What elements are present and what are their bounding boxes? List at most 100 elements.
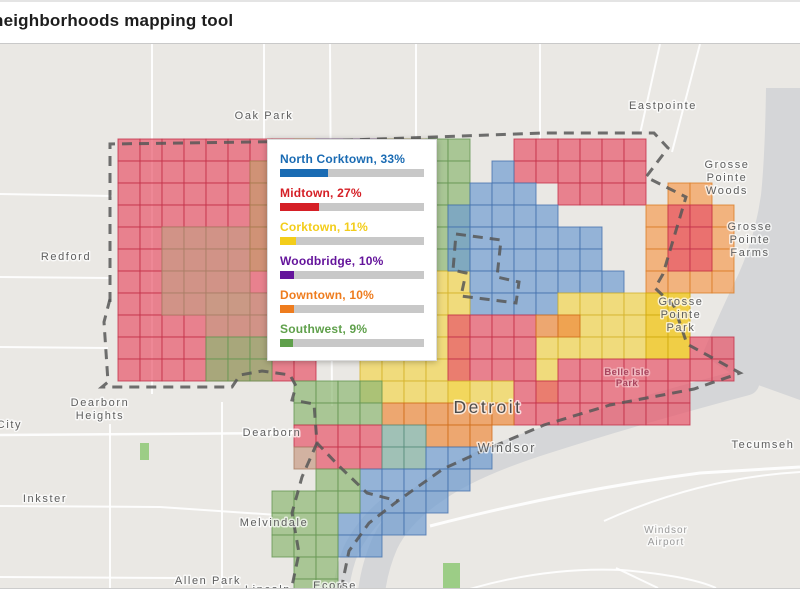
grid-cell-red[interactable] [557, 138, 581, 162]
grid-cell-red[interactable] [139, 358, 163, 382]
grid-cell-orange[interactable] [645, 204, 669, 228]
grid-cell-blue[interactable] [535, 204, 559, 228]
grid-cell-yellow[interactable] [579, 292, 603, 316]
grid-cell-red[interactable] [117, 204, 141, 228]
grid-cell-red[interactable] [183, 336, 207, 360]
grid-cell-red[interactable] [601, 138, 625, 162]
grid-cell-red[interactable] [139, 270, 163, 294]
grid-cell-red[interactable] [623, 182, 647, 206]
grid-cell-red[interactable] [117, 336, 141, 360]
grid-cell-blue[interactable] [579, 248, 603, 272]
grid-cell-red[interactable] [513, 314, 537, 338]
grid-cell-red[interactable] [183, 160, 207, 184]
grid-cell-red[interactable] [557, 380, 581, 404]
grid-cell-red[interactable] [535, 160, 559, 184]
grid-cell-tan[interactable] [161, 292, 185, 316]
grid-cell-red[interactable] [689, 248, 713, 272]
grid-cell-red[interactable] [117, 226, 141, 250]
grid-cell-red[interactable] [139, 226, 163, 250]
grid-cell-green[interactable] [337, 402, 361, 426]
grid-cell-orange[interactable] [711, 270, 735, 294]
grid-cell-dkorange[interactable] [491, 402, 515, 426]
grid-cell-yellow[interactable] [403, 380, 427, 404]
grid-cell-blue[interactable] [469, 292, 493, 316]
grid-cell-green[interactable] [227, 336, 251, 360]
grid-cell-blue[interactable] [557, 248, 581, 272]
grid-cell-red[interactable] [579, 182, 603, 206]
grid-cell-blue[interactable] [447, 226, 471, 250]
grid-cell-red[interactable] [623, 160, 647, 184]
grid-cell-green[interactable] [315, 534, 339, 558]
grid-cell-yellow[interactable] [403, 358, 427, 382]
grid-cell-red[interactable] [227, 160, 251, 184]
grid-cell-blue[interactable] [359, 468, 383, 492]
grid-cell-blue[interactable] [513, 248, 537, 272]
grid-cell-red[interactable] [337, 446, 361, 470]
grid-cell-yellow[interactable] [425, 380, 449, 404]
grid-cell-green[interactable] [315, 402, 339, 426]
grid-cell-yellow[interactable] [601, 314, 625, 338]
grid-cell-red[interactable] [711, 336, 735, 360]
grid-cell-red[interactable] [161, 314, 185, 338]
grid-cell-blue[interactable] [491, 160, 515, 184]
grid-cell-orange[interactable] [667, 270, 691, 294]
grid-cell-green[interactable] [359, 402, 383, 426]
grid-cell-teal[interactable] [403, 446, 427, 470]
grid-cell-yellow[interactable] [623, 336, 647, 360]
grid-cell-blue[interactable] [469, 204, 493, 228]
grid-cell-red[interactable] [557, 358, 581, 382]
grid-cell-green[interactable] [271, 490, 295, 514]
grid-cell-red[interactable] [183, 204, 207, 228]
grid-cell-red[interactable] [139, 204, 163, 228]
grid-cell-red[interactable] [117, 270, 141, 294]
grid-cell-tan[interactable] [227, 226, 251, 250]
grid-cell-red[interactable] [117, 314, 141, 338]
grid-cell-red[interactable] [579, 380, 603, 404]
grid-cell-red[interactable] [645, 380, 669, 404]
grid-cell-blue[interactable] [535, 226, 559, 250]
grid-cell-red[interactable] [183, 182, 207, 206]
grid-cell-blue[interactable] [513, 182, 537, 206]
grid-cell-blue[interactable] [469, 248, 493, 272]
grid-cell-blue[interactable] [425, 490, 449, 514]
grid-cell-yellow[interactable] [359, 358, 383, 382]
grid-cell-blue[interactable] [381, 468, 405, 492]
grid-cell-red[interactable] [447, 336, 471, 360]
grid-cell-red[interactable] [161, 182, 185, 206]
grid-cell-red[interactable] [601, 402, 625, 426]
grid-cell-red[interactable] [139, 248, 163, 272]
grid-cell-dkorange[interactable] [535, 314, 559, 338]
grid-cell-blue[interactable] [601, 270, 625, 294]
grid-cell-red[interactable] [117, 160, 141, 184]
grid-cell-red[interactable] [667, 248, 691, 272]
grid-cell-red[interactable] [359, 424, 383, 448]
grid-cell-tan[interactable] [205, 248, 229, 272]
grid-cell-yellow[interactable] [557, 336, 581, 360]
grid-cell-red[interactable] [689, 226, 713, 250]
grid-cell-green[interactable] [293, 402, 317, 426]
grid-cell-dkorange[interactable] [447, 424, 471, 448]
grid-cell-blue[interactable] [557, 226, 581, 250]
grid-cell-yellow[interactable] [381, 358, 405, 382]
grid-cell-red[interactable] [205, 204, 229, 228]
grid-cell-red[interactable] [579, 138, 603, 162]
grid-cell-green[interactable] [337, 380, 361, 404]
grid-cell-red[interactable] [161, 336, 185, 360]
grid-cell-red[interactable] [601, 160, 625, 184]
grid-cell-red[interactable] [447, 358, 471, 382]
grid-cell-red[interactable] [601, 182, 625, 206]
grid-cell-blue[interactable] [337, 512, 361, 536]
grid-cell-red[interactable] [579, 402, 603, 426]
grid-cell-green[interactable] [315, 380, 339, 404]
grid-cell-red[interactable] [535, 138, 559, 162]
grid-cell-red[interactable] [469, 358, 493, 382]
grid-cell-red[interactable] [315, 446, 339, 470]
grid-cell-red[interactable] [161, 358, 185, 382]
grid-cell-red[interactable] [117, 182, 141, 206]
grid-cell-red[interactable] [293, 358, 317, 382]
grid-cell-blue[interactable] [491, 292, 515, 316]
grid-cell-blue[interactable] [491, 248, 515, 272]
grid-cell-red[interactable] [447, 314, 471, 338]
grid-cell-green[interactable] [315, 512, 339, 536]
grid-cell-green[interactable] [337, 490, 361, 514]
